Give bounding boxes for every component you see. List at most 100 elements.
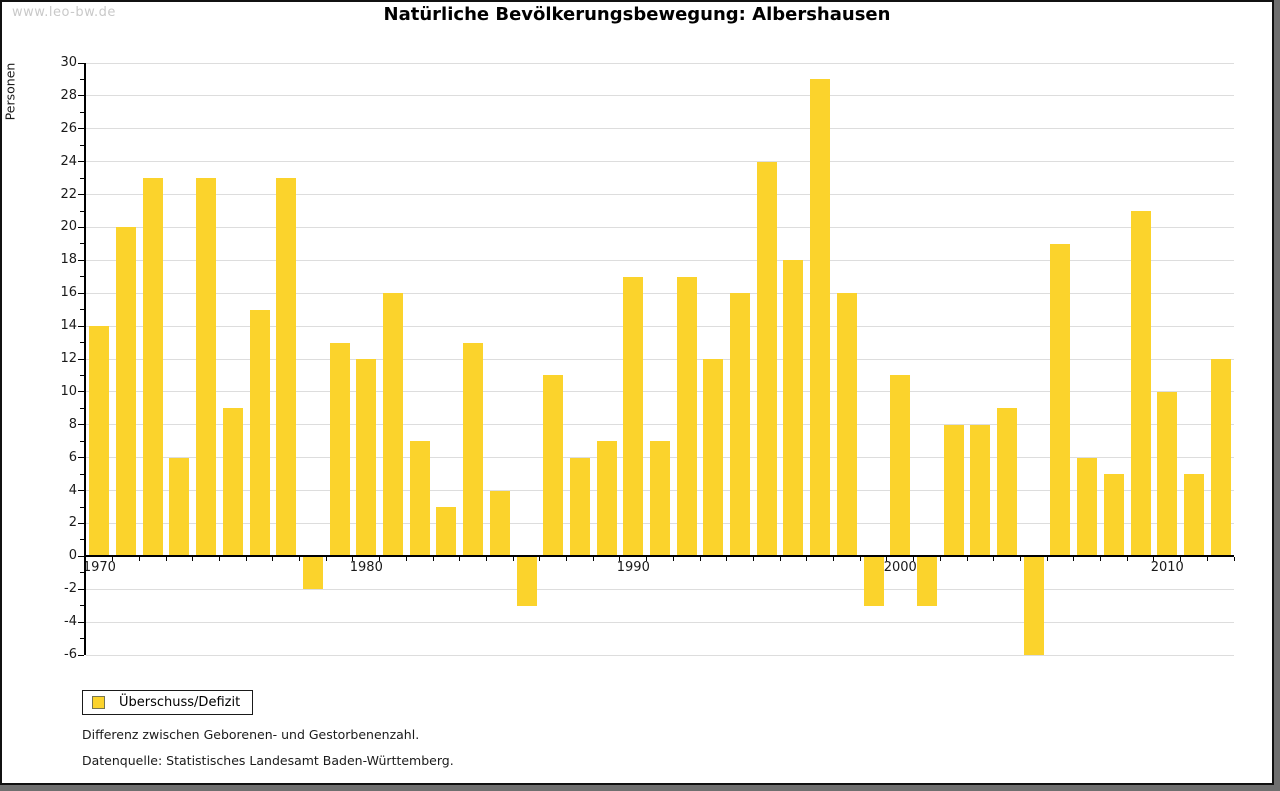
y-tick-29	[80, 78, 84, 80]
y-tick-9	[80, 407, 84, 409]
x-axis-line	[84, 555, 1234, 558]
y-tick-17	[80, 276, 84, 278]
gridline--4	[86, 621, 1234, 623]
x-tick-41	[1180, 557, 1182, 562]
y-tick-label-6: 6	[68, 449, 77, 465]
x-tick-32	[939, 557, 941, 562]
y-tick--3	[80, 605, 84, 607]
x-tick-24	[726, 557, 728, 562]
y-tick-4	[78, 490, 84, 492]
footnote-definition: Differenz zwischen Geborenen- und Gestor…	[82, 727, 420, 742]
y-tick-15	[80, 309, 84, 311]
x-tick-10	[352, 557, 354, 562]
y-tick-24	[78, 161, 84, 163]
bar-1982	[409, 441, 430, 556]
x-tick-35	[1019, 557, 1021, 562]
y-tick-1	[80, 539, 84, 541]
x-tick-27	[806, 557, 808, 562]
bar-1975	[222, 408, 243, 556]
bar-1989	[596, 441, 617, 556]
y-tick-20	[78, 226, 84, 228]
x-tick-label-1990: 1990	[616, 560, 650, 576]
y-tick-label-2: 2	[68, 515, 77, 531]
legend-swatch-icon	[92, 696, 105, 709]
bar-1990	[623, 276, 644, 556]
x-tick-1	[112, 557, 114, 562]
bar-1979	[329, 342, 350, 556]
y-tick-2	[78, 522, 84, 524]
y-tick-label-4: 4	[68, 482, 77, 498]
gridline-26	[86, 128, 1234, 130]
x-tick-14	[459, 557, 461, 562]
bar-1983	[436, 507, 457, 556]
x-tick-11	[379, 557, 381, 562]
x-tick-18	[566, 557, 568, 562]
x-tick-43	[1233, 557, 1235, 562]
y-tick-19	[80, 243, 84, 245]
bar-1970	[89, 326, 110, 556]
gridline-28	[86, 95, 1234, 97]
bar-1999	[863, 557, 884, 606]
y-tick--5	[80, 638, 84, 640]
y-tick--1	[80, 572, 84, 574]
x-tick-7	[272, 557, 274, 562]
gridline-14	[86, 325, 1234, 327]
y-tick-25	[80, 144, 84, 146]
bar-2012	[1210, 359, 1231, 556]
x-tick-37	[1073, 557, 1075, 562]
bar-1996	[783, 260, 804, 556]
y-tick-23	[80, 177, 84, 179]
y-tick-13	[80, 342, 84, 344]
bar-1973	[169, 457, 190, 556]
x-tick-25	[752, 557, 754, 562]
gridline-16	[86, 292, 1234, 294]
x-tick-4	[192, 557, 194, 562]
x-tick-8	[299, 557, 301, 562]
x-tick-19	[592, 557, 594, 562]
x-tick-39	[1126, 557, 1128, 562]
y-tick-30	[78, 62, 84, 64]
y-tick--4	[78, 621, 84, 623]
y-tick-label-28: 28	[60, 87, 77, 103]
x-tick-23	[699, 557, 701, 562]
legend-box: Überschuss/Defizit	[82, 690, 254, 715]
chart-title: Natürliche Bevölkerungsbewegung: Albersh…	[383, 4, 891, 25]
x-tick-17	[539, 557, 541, 562]
x-tick-31	[913, 557, 915, 562]
y-tick-label-18: 18	[60, 252, 77, 268]
y-tick-6	[78, 457, 84, 459]
x-tick-34	[993, 557, 995, 562]
x-tick-label-2000: 2000	[883, 560, 917, 576]
bar-1997	[810, 79, 831, 556]
x-tick-6	[245, 557, 247, 562]
bar-1971	[116, 227, 137, 556]
footnote-datasource: Datenquelle: Statistisches Landesamt Bad…	[82, 753, 454, 768]
x-tick-15	[485, 557, 487, 562]
x-tick-22	[672, 557, 674, 562]
x-tick-label-1980: 1980	[349, 560, 383, 576]
y-tick-label--6: -6	[64, 647, 77, 662]
gridline-30	[86, 62, 1234, 64]
x-tick-13	[432, 557, 434, 562]
y-tick-label--4: -4	[64, 614, 77, 630]
x-tick-label-1970: 1970	[82, 560, 116, 576]
bar-2010	[1157, 391, 1178, 556]
y-tick--2	[78, 588, 84, 590]
x-tick-40	[1153, 557, 1155, 562]
y-tick-label-20: 20	[60, 219, 77, 235]
y-tick-12	[78, 358, 84, 360]
y-tick-10	[78, 391, 84, 393]
bar-1987	[543, 375, 564, 556]
x-tick-29	[859, 557, 861, 562]
y-tick-5	[80, 473, 84, 475]
y-tick-7	[80, 440, 84, 442]
y-tick-label-10: 10	[60, 383, 77, 399]
y-tick-0	[78, 555, 84, 557]
x-tick-label-2010: 2010	[1150, 560, 1184, 576]
y-axis-label: Personen	[2, 62, 18, 121]
bar-1998	[836, 293, 857, 556]
x-tick-21	[646, 557, 648, 562]
bar-1981	[383, 293, 404, 556]
plot-area: 30 28 26 24 22 20 18 16 14 12 10 8 6 4 2 0 -2 -4 -6 1970 198…	[60, 55, 1235, 662]
